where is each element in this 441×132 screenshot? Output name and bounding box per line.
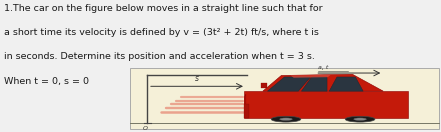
Text: O: O (142, 126, 147, 131)
Bar (130, 68, 439, 129)
Ellipse shape (280, 118, 292, 120)
Text: 1.The car on the figure below moves in a straight line such that for: 1.The car on the figure below moves in a… (4, 4, 322, 13)
Text: s: s (195, 74, 199, 83)
Polygon shape (329, 77, 363, 91)
Ellipse shape (271, 116, 301, 122)
Polygon shape (267, 77, 310, 91)
Text: When t = 0, s = 0: When t = 0, s = 0 (4, 77, 89, 86)
Text: a short time its velocity is defined by v = (3t² + 2t) ft/s, where t is: a short time its velocity is defined by … (4, 28, 318, 37)
Polygon shape (301, 77, 327, 91)
Polygon shape (263, 74, 383, 91)
Ellipse shape (354, 118, 366, 120)
Text: a, t: a, t (318, 65, 328, 70)
Bar (244, 104, 249, 118)
Bar (261, 83, 267, 88)
Polygon shape (244, 94, 246, 109)
Ellipse shape (345, 116, 375, 122)
Bar (244, 91, 408, 118)
Text: in seconds. Determine its position and acceleration when t = 3 s.: in seconds. Determine its position and a… (4, 52, 314, 62)
Polygon shape (291, 75, 331, 78)
